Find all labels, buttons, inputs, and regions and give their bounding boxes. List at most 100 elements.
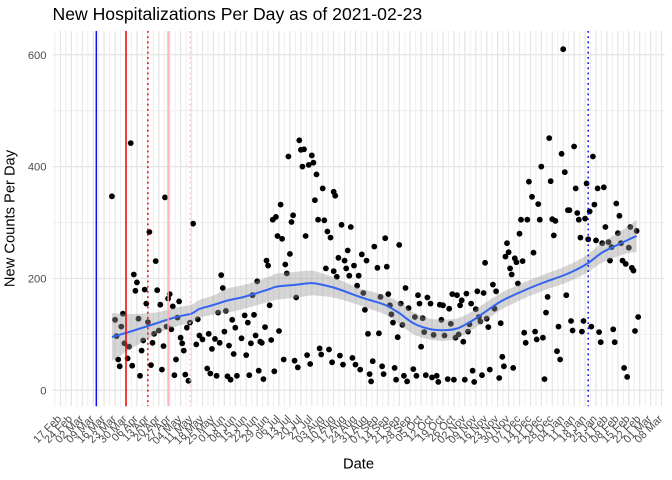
data-point xyxy=(205,330,212,337)
data-point xyxy=(382,235,389,242)
data-point xyxy=(154,287,161,294)
data-point xyxy=(182,371,189,378)
data-point xyxy=(319,185,326,192)
data-point xyxy=(558,150,565,157)
data-point xyxy=(463,290,470,297)
data-point xyxy=(502,253,509,260)
data-point xyxy=(538,163,545,170)
data-point xyxy=(405,305,412,311)
data-point xyxy=(251,311,257,318)
data-point xyxy=(145,319,151,325)
data-point xyxy=(554,348,560,355)
data-point xyxy=(524,216,531,223)
data-point xyxy=(213,372,220,379)
data-point xyxy=(566,207,573,214)
data-point xyxy=(480,290,487,296)
data-point xyxy=(193,341,200,348)
data-point xyxy=(290,212,296,219)
data-point xyxy=(505,249,512,256)
data-point xyxy=(346,272,353,279)
data-point xyxy=(444,376,451,382)
data-point xyxy=(299,163,306,170)
data-point xyxy=(433,372,440,379)
data-point xyxy=(268,337,275,343)
data-point xyxy=(486,366,493,373)
data-point xyxy=(625,244,632,251)
data-point xyxy=(283,270,290,277)
data-point xyxy=(507,265,513,272)
data-point xyxy=(391,365,398,371)
data-point xyxy=(293,294,300,301)
data-point xyxy=(600,184,607,191)
data-point xyxy=(460,338,467,345)
data-point xyxy=(561,169,568,176)
data-point xyxy=(591,201,598,208)
data-point xyxy=(118,323,125,330)
data-point xyxy=(597,339,604,346)
data-point xyxy=(329,359,335,366)
data-point xyxy=(347,224,354,230)
data-point xyxy=(369,358,376,365)
data-point xyxy=(393,376,399,383)
data-point xyxy=(579,328,585,335)
data-point xyxy=(324,228,331,235)
data-point xyxy=(330,268,337,275)
data-point xyxy=(593,237,599,244)
data-point xyxy=(301,146,307,153)
data-point xyxy=(199,336,206,343)
data-point xyxy=(185,377,192,384)
data-point xyxy=(497,320,504,327)
data-point xyxy=(635,314,642,320)
confidence-ribbon xyxy=(111,220,637,361)
data-point xyxy=(140,337,147,344)
data-point xyxy=(308,152,315,159)
data-point xyxy=(457,302,463,309)
data-point xyxy=(438,316,445,323)
data-point xyxy=(266,302,273,309)
y-axis-title: New Counts Per Day xyxy=(3,149,19,287)
data-point xyxy=(335,254,342,261)
data-point xyxy=(116,363,123,370)
data-point xyxy=(376,330,382,337)
data-point xyxy=(590,153,596,160)
data-point xyxy=(255,367,262,374)
reference-lines-layer xyxy=(95,31,589,407)
data-point xyxy=(109,193,115,200)
data-point xyxy=(447,320,454,327)
data-point xyxy=(402,285,409,291)
data-point xyxy=(572,185,579,192)
data-point xyxy=(413,372,420,379)
data-point xyxy=(152,258,159,264)
data-point xyxy=(627,224,634,230)
data-point xyxy=(304,352,310,358)
data-point xyxy=(477,318,484,325)
data-point xyxy=(455,331,462,338)
data-point xyxy=(318,351,325,358)
data-point xyxy=(596,329,602,335)
data-point xyxy=(226,342,232,349)
data-point xyxy=(490,281,496,288)
data-point xyxy=(568,318,574,324)
data-point xyxy=(594,185,601,192)
data-point xyxy=(552,218,559,224)
data-point xyxy=(430,332,437,338)
data-point xyxy=(380,371,387,377)
data-point xyxy=(396,242,403,248)
data-point xyxy=(146,229,153,235)
data-point xyxy=(519,258,526,264)
data-point xyxy=(394,334,401,341)
data-point xyxy=(287,251,293,257)
y-tick-label: 200 xyxy=(28,273,47,285)
data-point xyxy=(120,310,126,317)
data-point xyxy=(234,372,240,379)
data-point xyxy=(368,378,374,385)
data-point xyxy=(522,339,529,346)
data-point xyxy=(540,334,546,341)
data-point xyxy=(472,306,479,313)
data-point xyxy=(529,193,535,200)
data-point xyxy=(243,352,250,358)
data-point xyxy=(429,374,435,381)
data-point xyxy=(399,322,406,328)
data-point xyxy=(465,328,471,335)
